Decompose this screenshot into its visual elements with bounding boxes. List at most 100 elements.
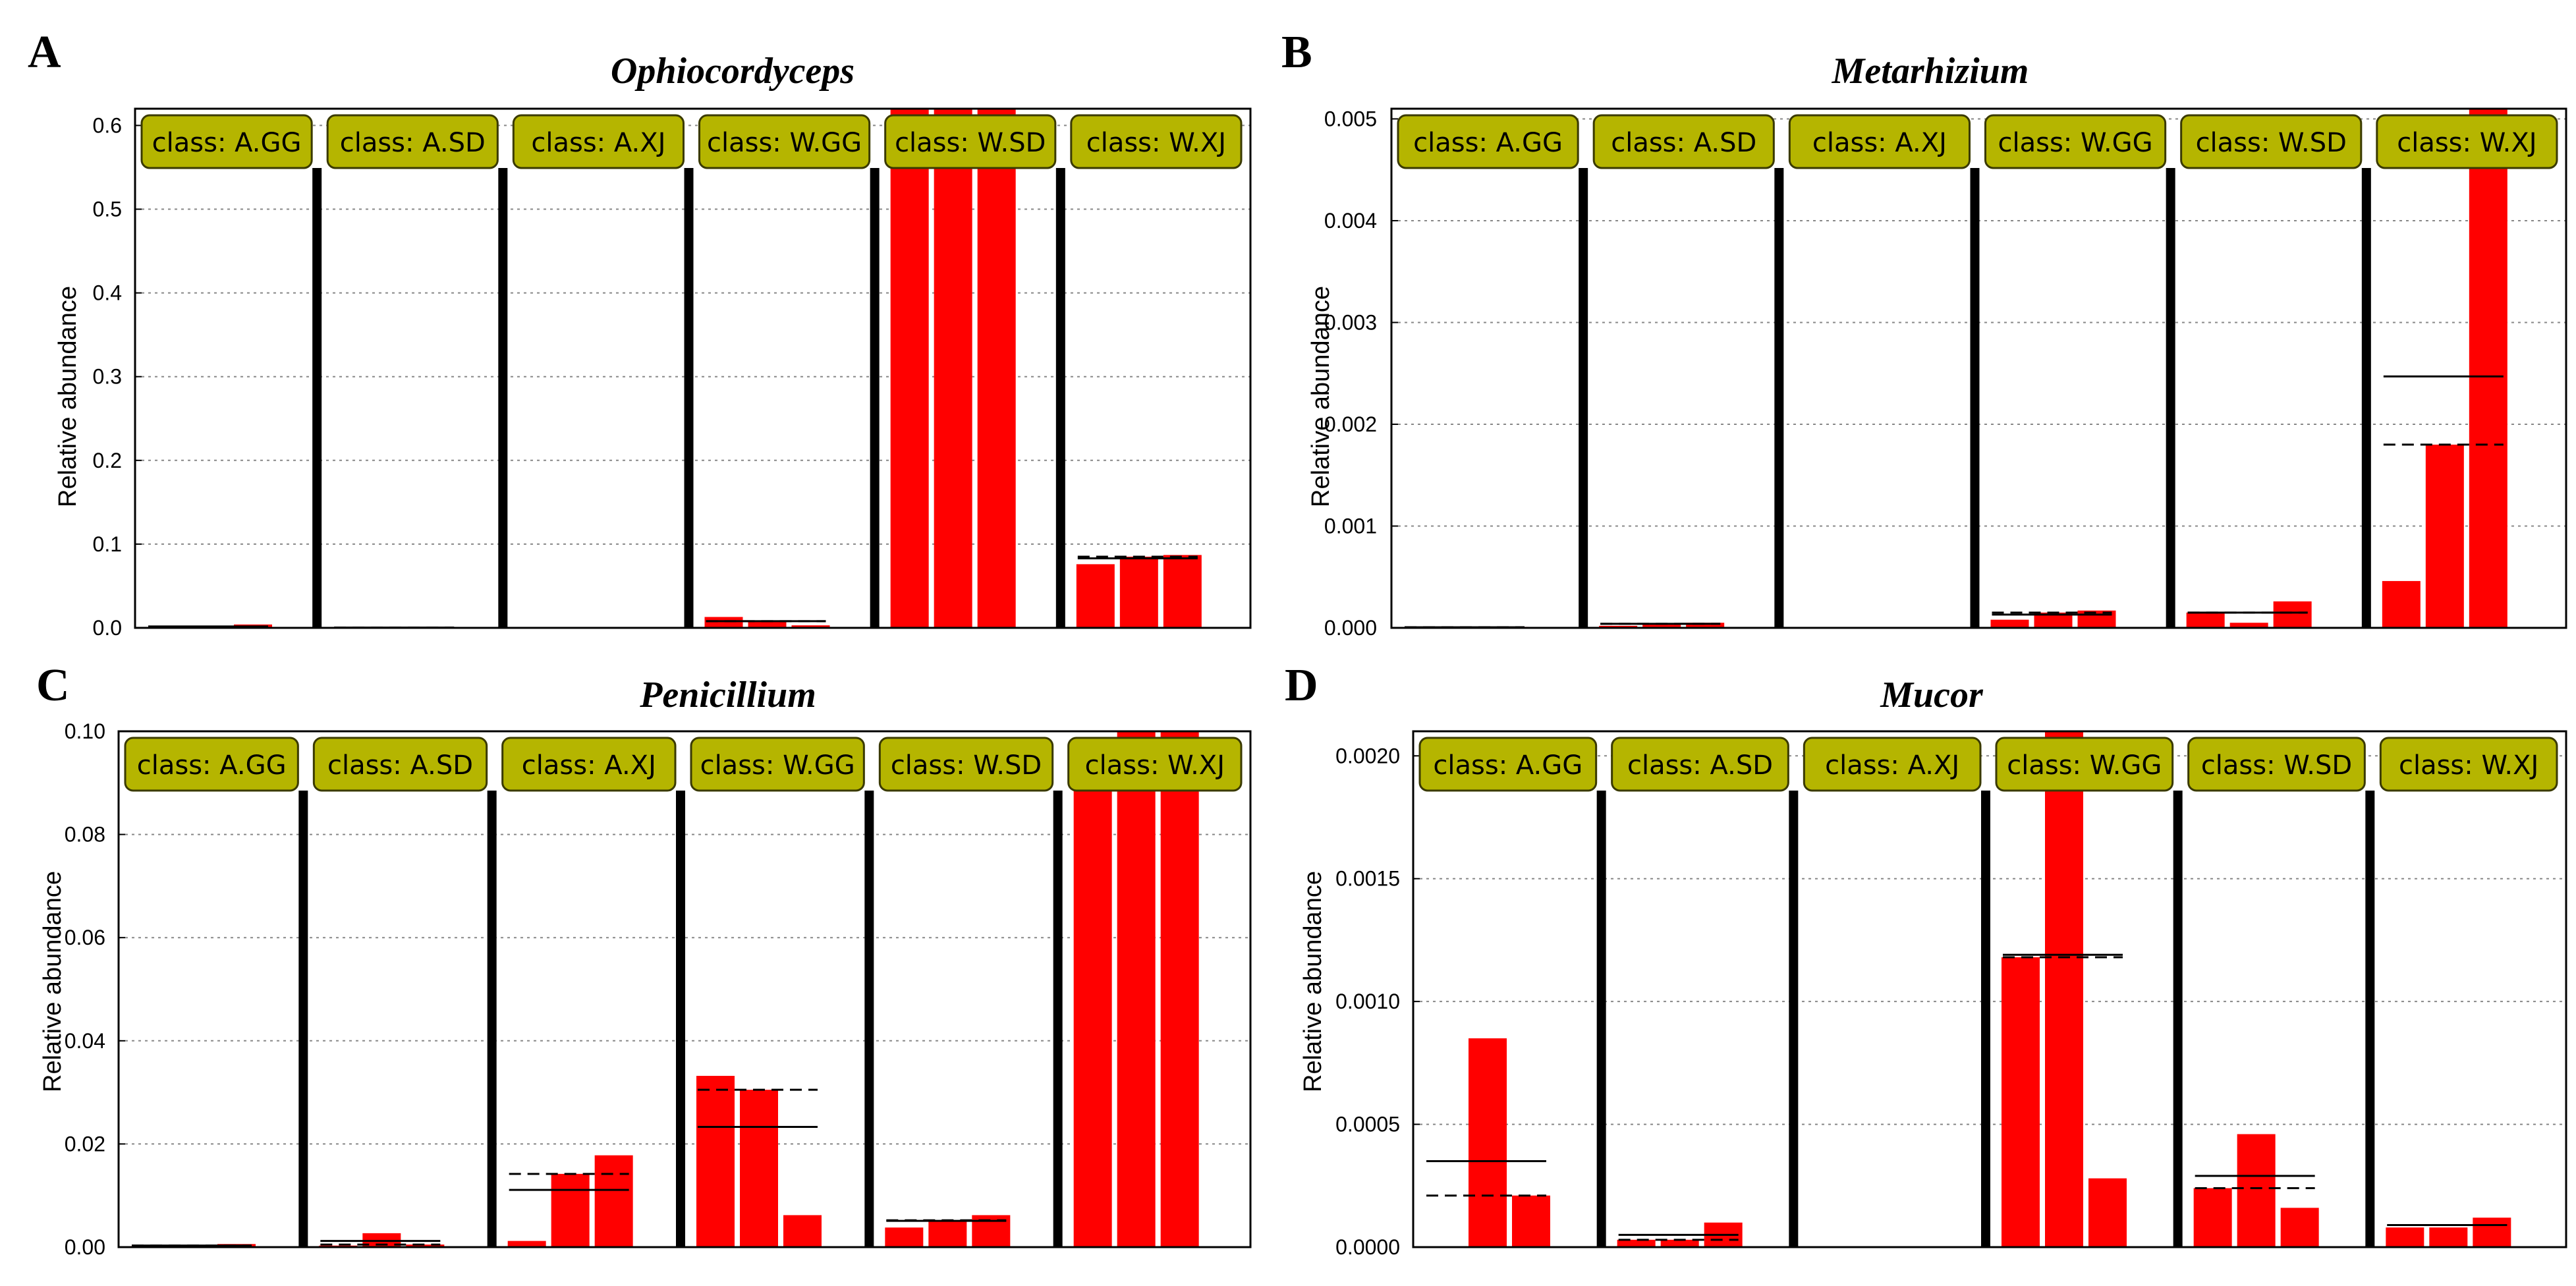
bar bbox=[2280, 1208, 2319, 1247]
y-tick-label: 0.001 bbox=[1324, 514, 1377, 538]
class-label-box bbox=[2376, 114, 2558, 169]
bar bbox=[1642, 623, 1681, 628]
bar bbox=[1617, 1239, 1656, 1247]
y-tick-label: 0.04 bbox=[65, 1029, 105, 1053]
y-tick-label: 0.0020 bbox=[1335, 744, 1400, 768]
class-label: class: W.XJ bbox=[2397, 128, 2536, 158]
axes-frame bbox=[134, 107, 1252, 629]
bar bbox=[406, 1244, 445, 1247]
bar bbox=[1469, 1038, 1507, 1247]
class-group: class: A.GG bbox=[1418, 737, 1598, 1247]
class-label-box bbox=[1803, 737, 1982, 792]
class-group: class: A.XJ bbox=[1803, 737, 1982, 792]
class-label: class: A.GG bbox=[1413, 128, 1563, 158]
class-label: class: W.SD bbox=[895, 128, 1046, 158]
y-tick-label: 0.10 bbox=[65, 719, 105, 743]
class-label: class: W.SD bbox=[2196, 128, 2347, 158]
class-label-box bbox=[501, 737, 677, 792]
bar bbox=[704, 617, 743, 628]
bar bbox=[2186, 612, 2225, 628]
bar bbox=[696, 1076, 735, 1247]
panel-letter: D bbox=[1285, 660, 1318, 711]
panel-letter: B bbox=[1281, 27, 1312, 78]
class-group: class: W.SD bbox=[2180, 114, 2363, 628]
class-label-box bbox=[312, 737, 488, 792]
panel-d: D Mucor Relative abundance 0.00000.00050… bbox=[1285, 660, 2567, 1259]
class-label: class: W.XJ bbox=[1086, 128, 1226, 158]
bar bbox=[2237, 1134, 2276, 1247]
class-label-box bbox=[1070, 114, 1243, 169]
bar bbox=[1073, 744, 1112, 1247]
bar bbox=[890, 109, 929, 628]
y-tick-label: 0.02 bbox=[65, 1132, 105, 1156]
y-tick-label: 0.0005 bbox=[1335, 1113, 1400, 1136]
class-label: class: A.GG bbox=[1433, 750, 1582, 781]
class-group: class: W.GG bbox=[1984, 114, 2167, 628]
y-tick-label: 0.005 bbox=[1324, 107, 1377, 130]
class-group: class: W.XJ bbox=[2379, 737, 2558, 1247]
class-label: class: W.GG bbox=[707, 128, 862, 158]
bar bbox=[2229, 623, 2268, 628]
chart-title: Penicillium bbox=[639, 675, 816, 715]
y-tick-label: 0.5 bbox=[93, 198, 122, 221]
bar bbox=[2473, 1217, 2511, 1247]
bar bbox=[1660, 1239, 1699, 1247]
class-label: class: W.SD bbox=[2201, 750, 2352, 781]
y-tick-label: 0.0 bbox=[93, 616, 122, 640]
class-label: class: W.XJ bbox=[1085, 750, 1225, 781]
plot-area: 0.000 0.001 0.002 0.003 0.004 0.005 class: A.G… bbox=[1324, 107, 2567, 640]
bar bbox=[1163, 555, 1202, 628]
panel-b: B Metarhizium Relative abundance 0.0000.… bbox=[1281, 27, 2567, 640]
class-label-box bbox=[1397, 114, 1579, 169]
bar bbox=[783, 1215, 822, 1247]
class-label: class: W.GG bbox=[700, 750, 855, 781]
chart-title: Mucor bbox=[1880, 675, 1984, 715]
class-group: class: W.XJ bbox=[1067, 731, 1243, 1247]
class-group: class: W.GG bbox=[1995, 731, 2174, 1247]
class-label: class: W.GG bbox=[2007, 750, 2162, 781]
class-label-box bbox=[698, 114, 871, 169]
y-tick-label: 0.003 bbox=[1324, 310, 1377, 334]
y-tick-label: 0.2 bbox=[93, 449, 122, 472]
class-label-box bbox=[1067, 737, 1243, 792]
bar bbox=[1990, 619, 2029, 628]
bar bbox=[2382, 580, 2421, 628]
y-tick-label: 0.08 bbox=[65, 823, 105, 847]
class-label: class: A.GG bbox=[137, 750, 287, 781]
class-group: class: A.GG bbox=[140, 114, 313, 629]
class-label: class: A.XJ bbox=[1812, 128, 1947, 158]
bar bbox=[2002, 957, 2040, 1247]
bar bbox=[1076, 564, 1115, 628]
class-group: class: A.SD bbox=[1611, 737, 1789, 1247]
class-label-box bbox=[2180, 114, 2363, 169]
bar bbox=[1160, 731, 1199, 1247]
y-tick-label: 0.0010 bbox=[1335, 990, 1400, 1013]
y-axis-label: Relative abundance bbox=[1299, 871, 1327, 1092]
y-axis-label: Relative abundance bbox=[54, 286, 82, 507]
class-label: class: A.GG bbox=[152, 128, 302, 158]
class-label-box bbox=[884, 114, 1057, 169]
class-label-box bbox=[124, 737, 299, 792]
class-label-box bbox=[878, 737, 1054, 792]
bar bbox=[1512, 1195, 1550, 1247]
bar bbox=[2469, 109, 2507, 628]
class-label-box bbox=[140, 114, 313, 169]
class-label-box bbox=[512, 114, 685, 169]
class-group: class: A.SD bbox=[1592, 114, 1775, 628]
class-group: class: A.GG bbox=[124, 737, 299, 1247]
class-label-box bbox=[1418, 737, 1598, 792]
y-tick-label: 0.6 bbox=[93, 113, 122, 137]
panel-letter: C bbox=[36, 660, 70, 711]
y-tick-label: 0.4 bbox=[93, 281, 122, 305]
bar bbox=[2425, 444, 2464, 628]
class-label-box bbox=[690, 737, 865, 792]
class-label: class: A.SD bbox=[340, 128, 486, 158]
class-group: class: W.GG bbox=[698, 114, 871, 628]
class-label-box bbox=[326, 114, 499, 169]
y-tick-label: 0.06 bbox=[65, 926, 105, 949]
bar bbox=[1119, 556, 1158, 628]
class-label: class: W.SD bbox=[891, 750, 1042, 781]
bar bbox=[934, 109, 972, 628]
bar bbox=[507, 1241, 546, 1247]
bar bbox=[885, 1227, 924, 1247]
